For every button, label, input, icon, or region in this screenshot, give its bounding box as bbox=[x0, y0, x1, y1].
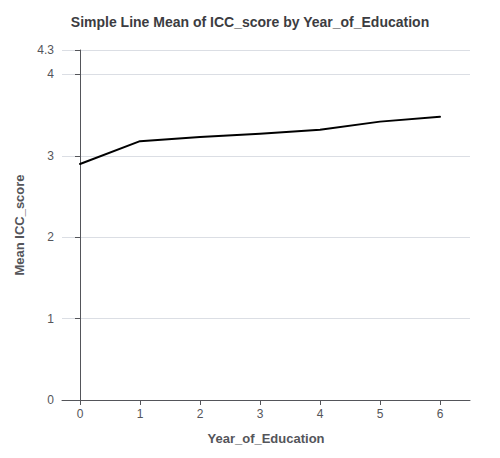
svg-text:Year_of_Education: Year_of_Education bbox=[207, 431, 324, 446]
svg-text:5: 5 bbox=[377, 407, 384, 421]
svg-text:Simple Line Mean of ICC_score: Simple Line Mean of ICC_score by Year_of… bbox=[71, 14, 429, 30]
svg-text:4: 4 bbox=[47, 67, 54, 81]
svg-text:0: 0 bbox=[77, 407, 84, 421]
svg-text:6: 6 bbox=[437, 407, 444, 421]
svg-text:3: 3 bbox=[257, 407, 264, 421]
svg-text:2: 2 bbox=[197, 407, 204, 421]
svg-text:3: 3 bbox=[47, 149, 54, 163]
svg-text:4: 4 bbox=[317, 407, 324, 421]
svg-text:2: 2 bbox=[47, 230, 54, 244]
svg-text:0: 0 bbox=[47, 393, 54, 407]
svg-text:1: 1 bbox=[137, 407, 144, 421]
svg-text:Mean ICC_score: Mean ICC_score bbox=[12, 174, 27, 275]
svg-text:4.3: 4.3 bbox=[37, 43, 54, 57]
svg-text:1: 1 bbox=[47, 312, 54, 326]
